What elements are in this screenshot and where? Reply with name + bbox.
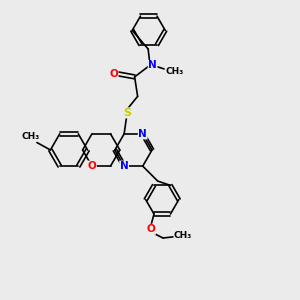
- Text: O: O: [147, 224, 155, 234]
- Text: CH₃: CH₃: [165, 67, 183, 76]
- Text: CH₃: CH₃: [174, 231, 192, 240]
- Text: N: N: [120, 161, 128, 171]
- Text: CH₃: CH₃: [22, 132, 40, 141]
- Text: O: O: [88, 161, 96, 171]
- Text: N: N: [148, 61, 157, 70]
- Text: O: O: [109, 69, 118, 79]
- Text: S: S: [123, 108, 131, 118]
- Text: N: N: [138, 129, 147, 139]
